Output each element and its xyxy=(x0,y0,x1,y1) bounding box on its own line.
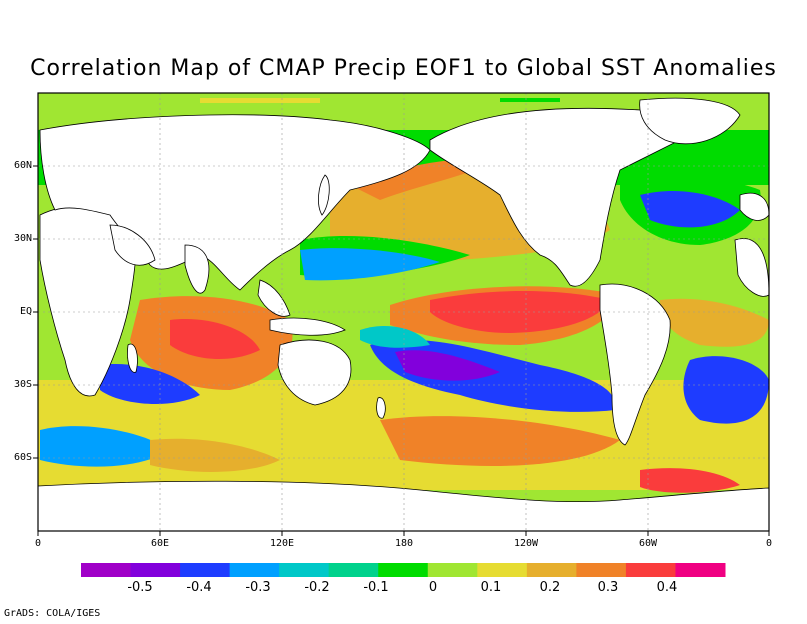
sst-region-indian-hot xyxy=(170,319,260,360)
land-south-america xyxy=(599,283,671,446)
legend-swatch xyxy=(477,563,528,577)
sst-region-south-atlantic-cool xyxy=(683,356,769,424)
lon-tick-label: 60E xyxy=(150,538,170,549)
legend-label: 0 xyxy=(428,580,438,595)
credit-text: GrADS: COLA/IGES xyxy=(4,608,101,619)
legend-swatch xyxy=(81,563,132,577)
lat-tick-label: EQ xyxy=(19,306,32,317)
sst-region-south-indian-cool xyxy=(100,364,200,405)
land-india xyxy=(184,244,210,294)
legend-swatch xyxy=(279,563,330,577)
color-legend xyxy=(81,563,726,577)
lon-tick-label: 180 xyxy=(394,538,414,549)
sst-region-south-pacific-core xyxy=(395,350,500,381)
land-north-america xyxy=(429,107,683,287)
land-indochina xyxy=(257,279,291,317)
sst-region-north-atlantic-cool xyxy=(640,190,740,228)
land-australia xyxy=(277,339,352,406)
legend-swatch xyxy=(328,563,379,577)
legend-label: -0.5 xyxy=(127,580,153,595)
sst-region-southern-indian-cool xyxy=(40,426,170,467)
land-antarctica xyxy=(38,480,769,531)
legend-swatch xyxy=(130,563,181,577)
legend-label: 0.2 xyxy=(539,580,561,595)
legend-swatch xyxy=(526,563,577,577)
sst-region-southern-pacific-warm xyxy=(380,416,620,466)
axis-ticks xyxy=(33,165,770,536)
lon-tick-label: 0 xyxy=(765,538,773,549)
land-arabia xyxy=(109,224,156,266)
lat-tick-label: 60S xyxy=(13,452,32,463)
legend-label: -0.3 xyxy=(245,580,271,595)
lon-tick-label: 120W xyxy=(513,538,539,549)
legend-swatch xyxy=(625,563,676,577)
lat-tick-label: 60N xyxy=(13,160,32,171)
sst-region-west-pacific-cool xyxy=(300,248,440,281)
land-greenland xyxy=(639,97,741,145)
land-new-zealand xyxy=(376,397,386,419)
sst-region-south-pacific-edge xyxy=(360,325,430,348)
lat-tick-label: 30N xyxy=(13,233,32,244)
graticule xyxy=(38,93,769,531)
legend-swatch xyxy=(229,563,280,577)
legend-label: 0.1 xyxy=(480,580,502,595)
land-madagascar xyxy=(127,343,138,373)
legend-swatch xyxy=(576,563,627,577)
lon-tick-label: 0 xyxy=(34,538,42,549)
legend-label: 0.4 xyxy=(656,580,678,595)
legend-label: -0.4 xyxy=(186,580,212,595)
land-masses xyxy=(38,97,769,531)
sst-region-tropical-atlantic xyxy=(660,298,769,347)
legend-label: -0.2 xyxy=(304,580,330,595)
lon-tick-label: 120E xyxy=(269,538,295,549)
legend-swatch xyxy=(675,563,726,577)
legend-swatch xyxy=(378,563,429,577)
legend-swatch xyxy=(427,563,478,577)
legend-label: 0.3 xyxy=(597,580,619,595)
polar-noise xyxy=(60,96,560,103)
land-japan xyxy=(318,174,330,216)
legend-label: -0.1 xyxy=(363,580,389,595)
sst-region-southern-indian-warm xyxy=(150,438,280,472)
legend-swatch xyxy=(180,563,231,577)
land-indonesia xyxy=(269,317,346,336)
map-title: Correlation Map of CMAP Precip EOF1 to G… xyxy=(30,56,777,81)
lat-tick-label: 30S xyxy=(13,379,32,390)
lon-tick-label: 60W xyxy=(638,538,658,549)
sst-region-drake-warm xyxy=(640,468,740,493)
